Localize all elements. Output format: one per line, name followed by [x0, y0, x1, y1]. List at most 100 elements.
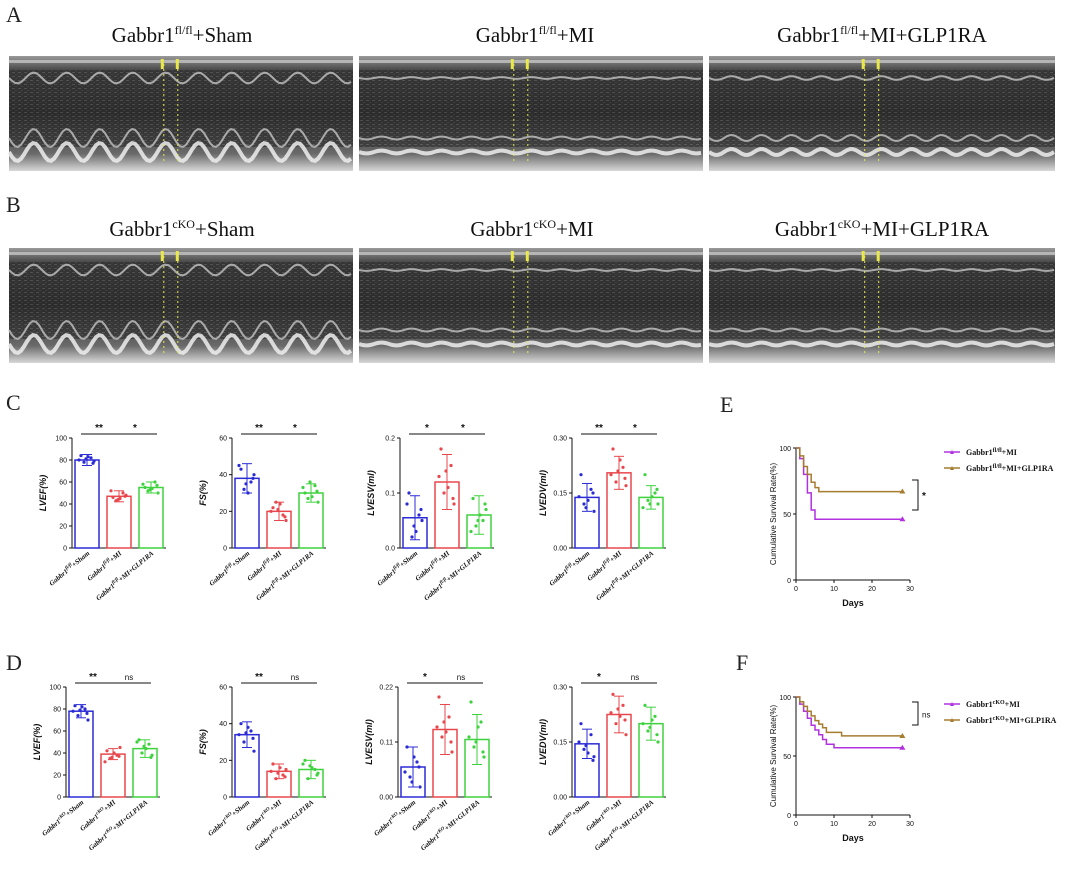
echo-wall-line: [8, 320, 352, 340]
data-point: [648, 502, 652, 506]
data-point: [121, 491, 125, 495]
survival-line-2: [796, 447, 903, 493]
data-point: [467, 735, 471, 739]
category-label: Gabbr1fl/fl+Sham: [376, 549, 420, 588]
echo-marker-tick: [861, 251, 865, 261]
data-point: [315, 773, 319, 777]
bar-chart-c2: 0 20 40 60 FS(%) Gabbr1fl/fl+ShamGabbr1fl/fl+…: [198, 423, 326, 602]
bar-chart-d4: 0.00 0.15 0.30 LVEDV(ml) Gabbr1cKO+ShamGabbr…: [538, 672, 666, 852]
data-point: [584, 506, 588, 510]
echo-wall-line: [358, 268, 702, 272]
data-point: [239, 722, 243, 726]
data-point: [306, 777, 310, 781]
data-point: [474, 524, 478, 528]
y-tick-label: 0.2: [385, 436, 395, 443]
data-point: [244, 731, 248, 735]
echo-image-3: [707, 56, 1056, 171]
data-point: [417, 765, 421, 769]
legend-marker: [950, 466, 954, 470]
data-point: [278, 502, 282, 506]
echo-wall-line: [8, 71, 352, 85]
echo-wall-line: [8, 263, 352, 277]
data-point: [481, 750, 485, 754]
data-point: [437, 474, 441, 479]
censor-marker: [899, 732, 906, 738]
bar-chart-d1: 0 20 40 60 80 100 LVEF(%) Gabbr1cKO+ShamGabbr1c…: [32, 672, 160, 852]
echo-wall-line: [358, 327, 702, 333]
y-axis-label: LVEDV(ml): [538, 470, 548, 516]
data-point: [149, 755, 153, 760]
data-point: [105, 749, 109, 753]
data-point: [592, 755, 596, 759]
data-point: [246, 725, 250, 729]
data-point: [269, 769, 273, 773]
data-point: [271, 762, 275, 766]
data-point: [77, 458, 81, 462]
data-point: [276, 507, 280, 512]
data-point: [239, 467, 243, 471]
y-tick-label: 50: [783, 512, 791, 519]
data-point: [656, 502, 660, 506]
x-tick-label: 0: [794, 821, 798, 828]
data-point: [446, 485, 450, 490]
data-point: [284, 518, 288, 523]
censor-marker: [899, 744, 906, 750]
y-axis-label: LVESV(ml): [364, 719, 374, 765]
panel-letter-b: B: [6, 192, 21, 217]
censor-marker: [899, 488, 906, 494]
data-point: [283, 515, 287, 519]
data-point: [306, 496, 310, 501]
category-label: Gabbr1fl/fl+MI+GLP1RA: [422, 549, 483, 602]
data-point: [244, 482, 248, 486]
y-tick-label: 80: [53, 707, 61, 714]
data-point: [618, 714, 622, 718]
x-axis-label: Days: [842, 598, 864, 608]
echo-marker-tick: [175, 251, 179, 261]
data-point: [449, 740, 453, 744]
echo-top-band: [709, 60, 1055, 63]
echo-marker-tick: [160, 59, 164, 69]
y-tick-label: 0: [223, 795, 227, 802]
data-point: [405, 502, 409, 506]
echo-top-band: [9, 60, 353, 63]
data-point: [420, 518, 424, 523]
legend-label: Gabbr1cKO+MI+GLP1RA: [966, 716, 1057, 725]
data-point: [451, 496, 455, 501]
y-tick-label: 0.11: [380, 740, 393, 747]
charts: 020406080100LVEF(%)Gabbr1fl/fl+ShamGabbr…: [32, 423, 1057, 852]
y-axis-label: LVEDV(ml): [538, 719, 548, 765]
data-point: [418, 785, 422, 789]
data-point: [109, 489, 113, 493]
data-point: [447, 715, 451, 719]
data-point: [142, 744, 146, 749]
data-point: [641, 506, 645, 510]
data-point: [410, 780, 414, 784]
y-tick-label: 100: [779, 446, 791, 453]
bar-chart-d2: 0204060FS(%)Gabbr1cKO+ShamGabbr1cKO+MIGa…: [198, 672, 326, 852]
echo-speckle: [359, 262, 703, 339]
data-point: [452, 502, 456, 506]
echo-title-a3: Gabbr1fl/fl+MI+GLP1RA: [777, 23, 988, 47]
category-label: Gabbr1fl/fl+Sham: [208, 549, 252, 588]
legend-marker: [950, 718, 954, 722]
y-tick-label: 40: [59, 502, 67, 509]
bar-1: [68, 710, 94, 798]
data-point: [589, 733, 593, 737]
echo-speckle: [359, 70, 703, 147]
data-point: [442, 720, 446, 724]
data-point: [103, 760, 107, 764]
data-point: [650, 718, 654, 722]
data-point: [111, 495, 115, 499]
survival-line-1: [796, 696, 903, 749]
sig-label: *: [633, 423, 637, 434]
data-point: [271, 506, 275, 510]
sig-label: **: [255, 672, 263, 683]
data-point: [623, 476, 627, 480]
y-tick-label: 100: [55, 436, 67, 443]
data-point: [616, 707, 620, 711]
echo-title-b1: Gabbr1cKO+Sham: [109, 217, 254, 241]
data-point: [84, 457, 88, 461]
data-point: [283, 775, 287, 779]
sig-label: **: [595, 423, 603, 434]
data-point: [614, 722, 618, 726]
